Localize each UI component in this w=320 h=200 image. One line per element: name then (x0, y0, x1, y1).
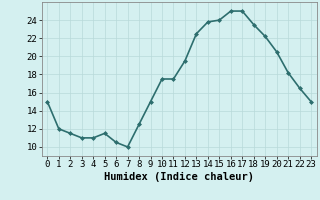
X-axis label: Humidex (Indice chaleur): Humidex (Indice chaleur) (104, 172, 254, 182)
